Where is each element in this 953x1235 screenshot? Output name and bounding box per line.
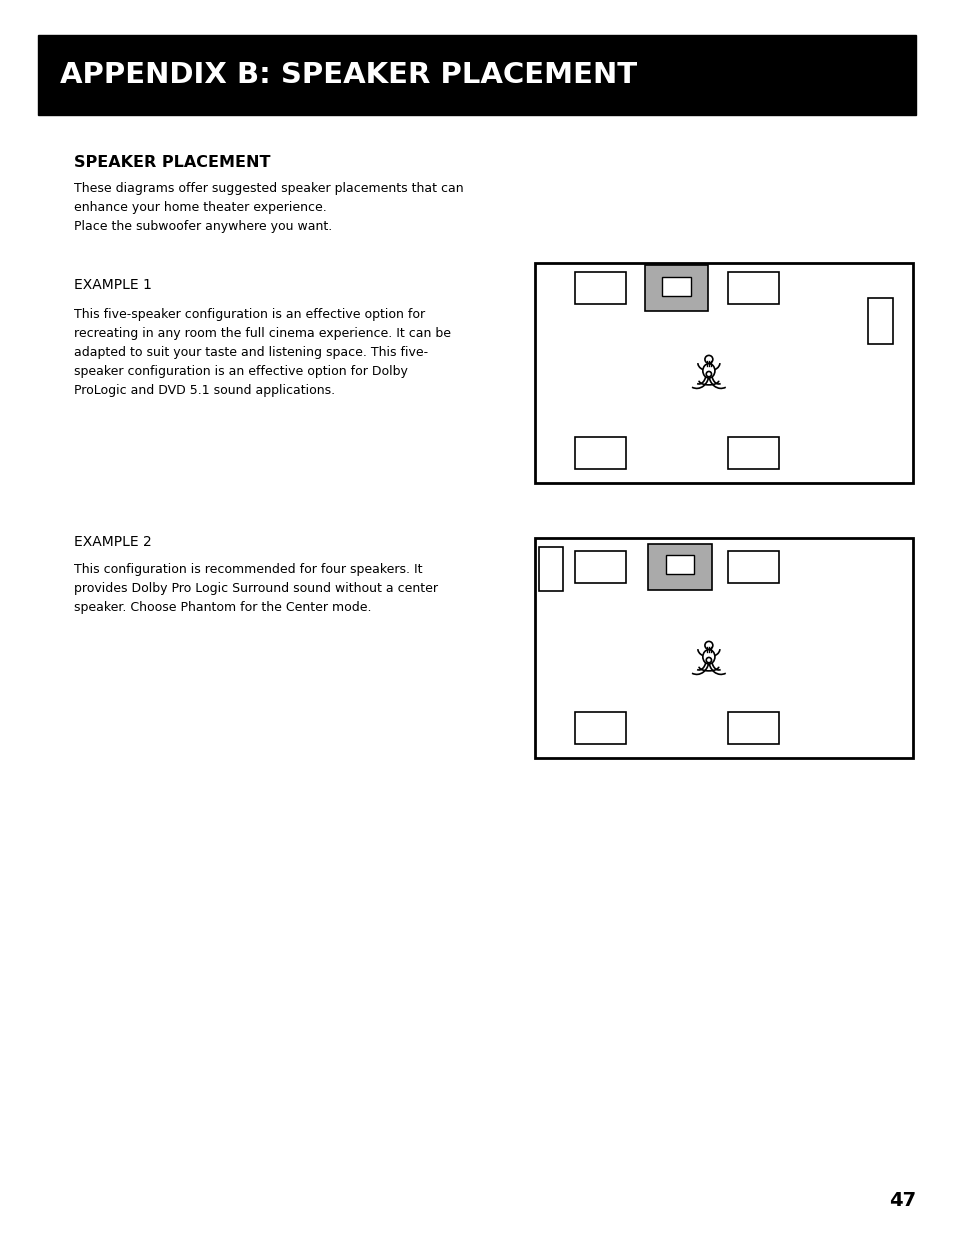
Text: This five-speaker configuration is an effective option for
recreating in any roo: This five-speaker configuration is an ef… [74, 308, 451, 396]
Ellipse shape [702, 363, 714, 378]
Bar [574, 272, 625, 304]
Bar [574, 711, 625, 743]
Bar [727, 711, 778, 743]
Text: This configuration is recommended for four speakers. It
provides Dolby Pro Logic: This configuration is recommended for fo… [74, 563, 437, 614]
Bar [538, 547, 563, 590]
Circle shape [705, 657, 711, 663]
Text: EXAMPLE 2: EXAMPLE 2 [74, 535, 152, 550]
Bar [665, 555, 694, 574]
Bar [574, 437, 625, 469]
Bar [727, 551, 778, 583]
Bar [661, 277, 690, 296]
Text: EXAMPLE 1: EXAMPLE 1 [74, 278, 152, 291]
Text: SPEAKER PLACEMENT: SPEAKER PLACEMENT [74, 156, 271, 170]
Bar [535, 538, 912, 758]
Text: APPENDIX B: SPEAKER PLACEMENT: APPENDIX B: SPEAKER PLACEMENT [60, 61, 637, 89]
Bar [727, 272, 778, 304]
Bar [648, 543, 711, 589]
Bar [644, 266, 707, 311]
Bar [535, 263, 912, 483]
Circle shape [704, 356, 712, 363]
Bar [38, 35, 915, 115]
Circle shape [704, 641, 712, 650]
Text: These diagrams offer suggested speaker placements that can
enhance your home the: These diagrams offer suggested speaker p… [74, 182, 463, 233]
Bar [574, 551, 625, 583]
Circle shape [705, 372, 711, 377]
Bar [866, 298, 892, 345]
Text: 47: 47 [888, 1191, 915, 1210]
Bar [727, 437, 778, 469]
Ellipse shape [702, 650, 714, 664]
